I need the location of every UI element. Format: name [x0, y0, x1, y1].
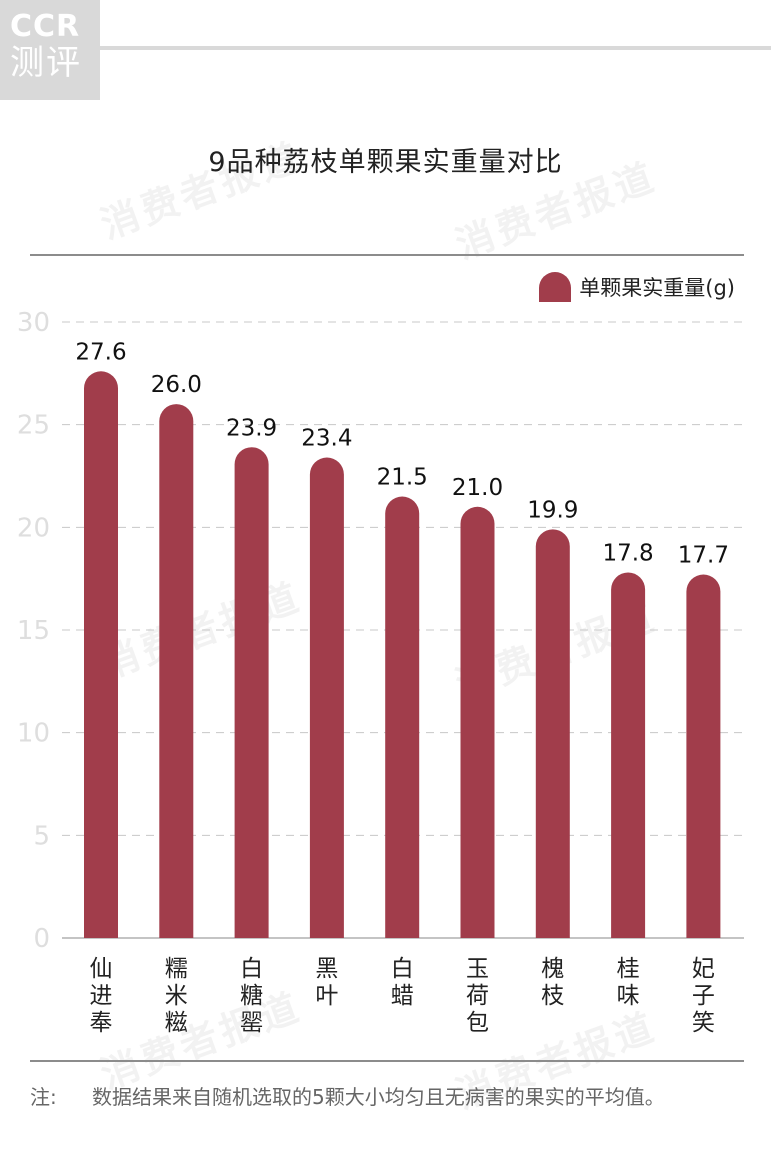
y-tick-label: 20 — [17, 513, 50, 543]
footnote-label: 注: — [30, 1085, 57, 1109]
chart-title: 9品种荔枝单颗果实重量对比 — [208, 147, 563, 178]
x-tick-label-char: 玉 — [466, 956, 489, 982]
data-label: 27.6 — [75, 339, 126, 365]
x-tick-label-char: 奉 — [90, 1010, 113, 1036]
bar — [234, 447, 269, 938]
x-tick-label-char: 仙 — [90, 956, 113, 982]
x-tick-label-char: 子 — [692, 983, 715, 1009]
data-label: 21.5 — [377, 465, 428, 491]
ccr-logo: CCR 测评 — [0, 0, 100, 100]
bar — [159, 404, 194, 939]
y-tick-label: 0 — [33, 924, 50, 954]
bar — [686, 574, 721, 938]
footnote-text: 数据结果来自随机选取的5颗大小均匀且无病害的果实的平均值。 — [92, 1085, 665, 1109]
x-tick-label-char: 罂 — [240, 1010, 263, 1036]
x-tick-label-char: 荷 — [466, 983, 489, 1009]
data-label: 23.9 — [226, 415, 277, 441]
x-tick-label-char: 黑 — [315, 956, 338, 982]
x-tick-label-char: 白 — [391, 956, 414, 982]
logo-line2: 测评 — [10, 43, 82, 83]
x-tick-label-char: 槐 — [541, 956, 564, 982]
y-tick-label: 5 — [33, 821, 50, 851]
x-tick-label-char: 白 — [240, 956, 263, 982]
bar — [460, 506, 495, 938]
data-label: 21.0 — [452, 475, 503, 501]
x-tick-label-char: 蜡 — [391, 983, 414, 1009]
y-tick-label: 10 — [17, 719, 50, 749]
chart-legend: 单颗果实重量(g) — [539, 272, 735, 302]
legend-label: 单颗果实重量(g) — [579, 276, 735, 300]
top-divider — [30, 254, 744, 256]
bar — [535, 529, 570, 938]
x-tick-label-char: 包 — [466, 1010, 489, 1036]
x-tick-label-char: 米 — [165, 983, 188, 1009]
x-tick-label-char: 糖 — [240, 983, 263, 1009]
bar — [309, 457, 344, 938]
bar-chart: 05101520253027.6仙进奉26.0糯米糍23.9白糖罂23.4黑叶2… — [17, 308, 744, 1036]
data-label: 17.7 — [678, 543, 729, 569]
x-tick-label-char: 笑 — [692, 1010, 715, 1036]
data-label: 19.9 — [527, 497, 578, 523]
bottom-divider — [30, 1060, 744, 1062]
header-rule — [100, 46, 771, 50]
x-tick-label-char: 进 — [90, 983, 113, 1009]
bar — [611, 572, 646, 938]
x-tick-label-char: 味 — [617, 983, 640, 1009]
x-tick-label-char: 糯 — [165, 956, 188, 982]
bar — [385, 496, 420, 938]
y-tick-label: 30 — [17, 308, 50, 338]
x-tick-label-char: 桂 — [617, 956, 640, 982]
legend-swatch — [539, 272, 572, 302]
y-tick-label: 25 — [17, 411, 50, 441]
y-tick-label: 15 — [17, 616, 50, 646]
data-label: 26.0 — [151, 372, 202, 398]
logo-line1: CCR — [10, 9, 81, 44]
data-label: 17.8 — [602, 541, 653, 567]
data-label: 23.4 — [301, 426, 352, 452]
footnote: 注: 数据结果来自随机选取的5颗大小均匀且无病害的果实的平均值。 — [30, 1082, 750, 1112]
bar — [84, 371, 118, 938]
x-tick-label-char: 妃 — [692, 956, 715, 982]
x-tick-label-char: 枝 — [541, 983, 564, 1009]
x-tick-label-char: 糍 — [165, 1010, 188, 1036]
x-tick-label-char: 叶 — [315, 983, 338, 1009]
